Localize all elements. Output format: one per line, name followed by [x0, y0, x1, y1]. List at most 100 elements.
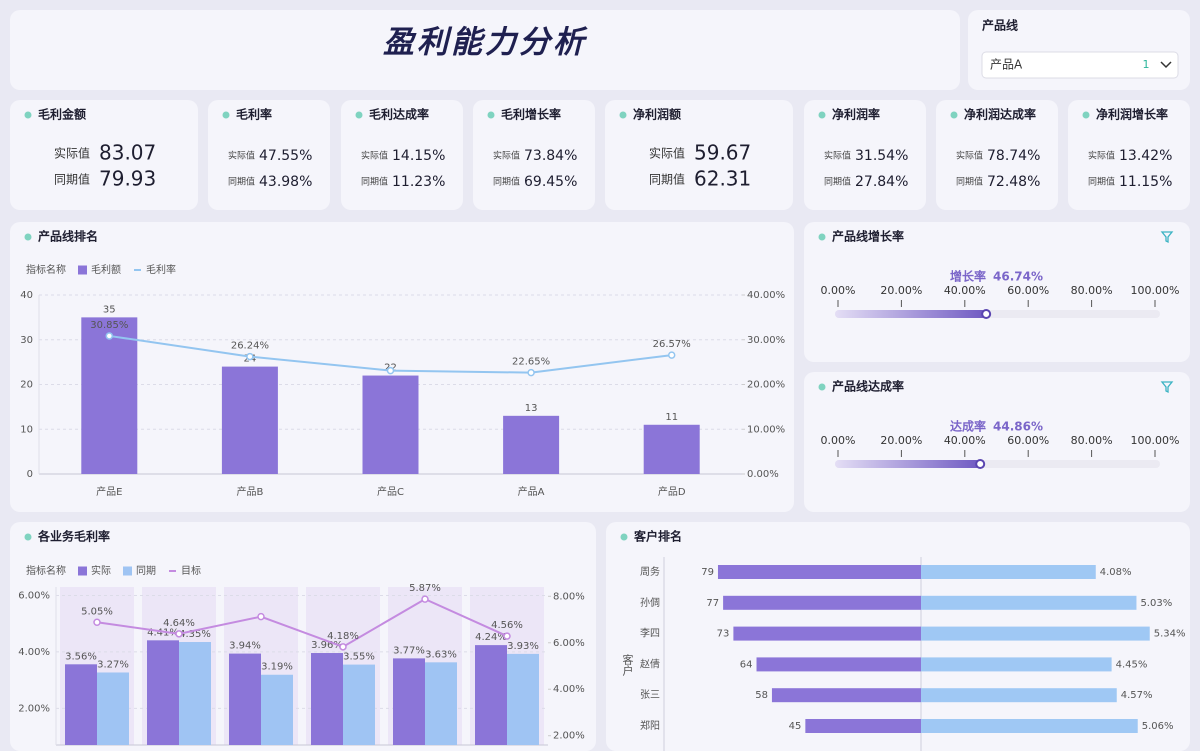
kpi-value: 31.54%	[855, 148, 908, 164]
filter-icon	[1160, 231, 1174, 244]
legend-label: 目标	[181, 565, 201, 577]
card-title: 产品线排名	[38, 229, 98, 244]
bar-label: 4.08%	[1100, 567, 1132, 578]
bar	[81, 317, 138, 474]
bar-label: 3.27%	[97, 659, 129, 670]
kpi-card	[473, 100, 595, 210]
bar-label: 4.35%	[179, 629, 211, 640]
card-title: 毛利金额	[38, 107, 86, 122]
bar-label: 73	[717, 629, 730, 640]
filter-count: 1	[1143, 58, 1150, 71]
bar	[97, 672, 129, 745]
line-label: 4.18%	[327, 631, 359, 642]
kpi-label: 同期值	[824, 176, 851, 188]
kpi-label: 同期值	[956, 176, 983, 188]
filter-label: 产品线	[982, 18, 1018, 33]
card-title: 产品线达成率	[832, 379, 904, 394]
line-label: 4.56%	[491, 620, 523, 631]
card-title: 净利润增长率	[1096, 107, 1168, 122]
bar-label: 79	[701, 567, 714, 578]
bar	[771, 688, 921, 703]
dropdown-arrow[interactable]	[1160, 61, 1172, 69]
bar	[921, 595, 1137, 610]
bar	[362, 375, 419, 474]
y2-tick-label: 20.00%	[747, 380, 785, 391]
kpi-value: 79.93	[99, 167, 156, 191]
bar	[229, 653, 261, 745]
kpi-value: 78.74%	[987, 148, 1040, 164]
bar-label: 64	[740, 659, 753, 670]
kpi-card	[804, 100, 926, 210]
progress-handle	[981, 309, 992, 319]
filter-select[interactable]	[981, 51, 1179, 79]
line-label: 22.65%	[512, 357, 550, 368]
y2-tick-label: 8.00%	[553, 591, 585, 602]
bar	[475, 645, 507, 745]
kpi-label: 同期值	[228, 176, 255, 188]
bar	[221, 366, 278, 474]
y-tick-label: 0	[27, 469, 33, 480]
bar-label: 4.45%	[1116, 659, 1148, 670]
bar	[921, 719, 1138, 733]
bar	[425, 662, 457, 745]
card-title: 毛利达成率	[369, 107, 429, 122]
line-point	[503, 632, 511, 640]
bar-label: 5.34%	[1154, 629, 1186, 640]
y-tick-label: 赵倩	[640, 657, 660, 670]
line-point	[667, 351, 676, 359]
kpi-card	[10, 100, 198, 210]
line-point	[386, 366, 395, 375]
progress-label: 达成率	[950, 419, 986, 434]
x-tick-label: 100.00%	[1131, 284, 1180, 297]
bar-label: 35	[103, 304, 116, 315]
title-dot	[1082, 111, 1090, 119]
kpi-value: 11.23%	[392, 174, 445, 190]
y-tick-label: 30	[20, 335, 33, 346]
title-dot	[24, 533, 32, 541]
legend-title: 指标名称	[26, 263, 66, 276]
y-tick-label: 40	[20, 290, 33, 301]
kpi-card	[605, 100, 793, 210]
y-tick-label: 张三	[640, 689, 660, 701]
y2-tick-label: 2.00%	[553, 731, 585, 742]
line-label: 4.64%	[163, 618, 195, 629]
y-tick-label: 4.00%	[18, 647, 50, 658]
kpi-label: 实际值	[1088, 150, 1115, 162]
line-label: 5.87%	[409, 583, 441, 594]
line-point	[421, 595, 429, 603]
kpi-value: 69.45%	[524, 174, 577, 190]
progress-fill	[835, 460, 981, 468]
bar-label: 3.56%	[65, 651, 97, 662]
y2-tick-label: 10.00%	[747, 424, 785, 435]
kpi-label: 实际值	[956, 150, 983, 162]
x-tick-label: 60.00%	[1007, 284, 1049, 297]
card-title: 净利润额	[633, 107, 681, 122]
bar	[921, 565, 1096, 579]
kpi-value: 43.98%	[259, 174, 312, 190]
kpi-value: 14.15%	[392, 148, 445, 164]
x-tick-label: 20.00%	[880, 434, 922, 447]
kpi-label: 实际值	[824, 150, 851, 162]
bar	[921, 688, 1117, 703]
kpi-label: 同期值	[1088, 176, 1115, 188]
kpi-value: 62.31	[694, 167, 751, 191]
kpi-label: 实际值	[228, 150, 255, 162]
bar	[343, 664, 375, 745]
x-tick-label: 产品C	[377, 485, 404, 498]
x-tick-label: 100.00%	[1131, 434, 1180, 447]
line-point	[339, 643, 347, 651]
line-label: 5.05%	[81, 606, 113, 617]
bar-label: 3.19%	[261, 662, 293, 673]
bar	[805, 719, 921, 733]
bar	[147, 640, 179, 745]
bar	[756, 657, 921, 672]
y2-tick-label: 4.00%	[553, 684, 585, 695]
bar-label: 4.41%	[147, 627, 179, 638]
title-dot	[818, 233, 826, 241]
progress-label: 增长率	[950, 269, 986, 284]
bar	[393, 658, 425, 745]
kpi-value: 73.84%	[524, 148, 577, 164]
y-tick-label: 20	[20, 380, 33, 391]
filter-value: 产品A	[990, 58, 1023, 72]
